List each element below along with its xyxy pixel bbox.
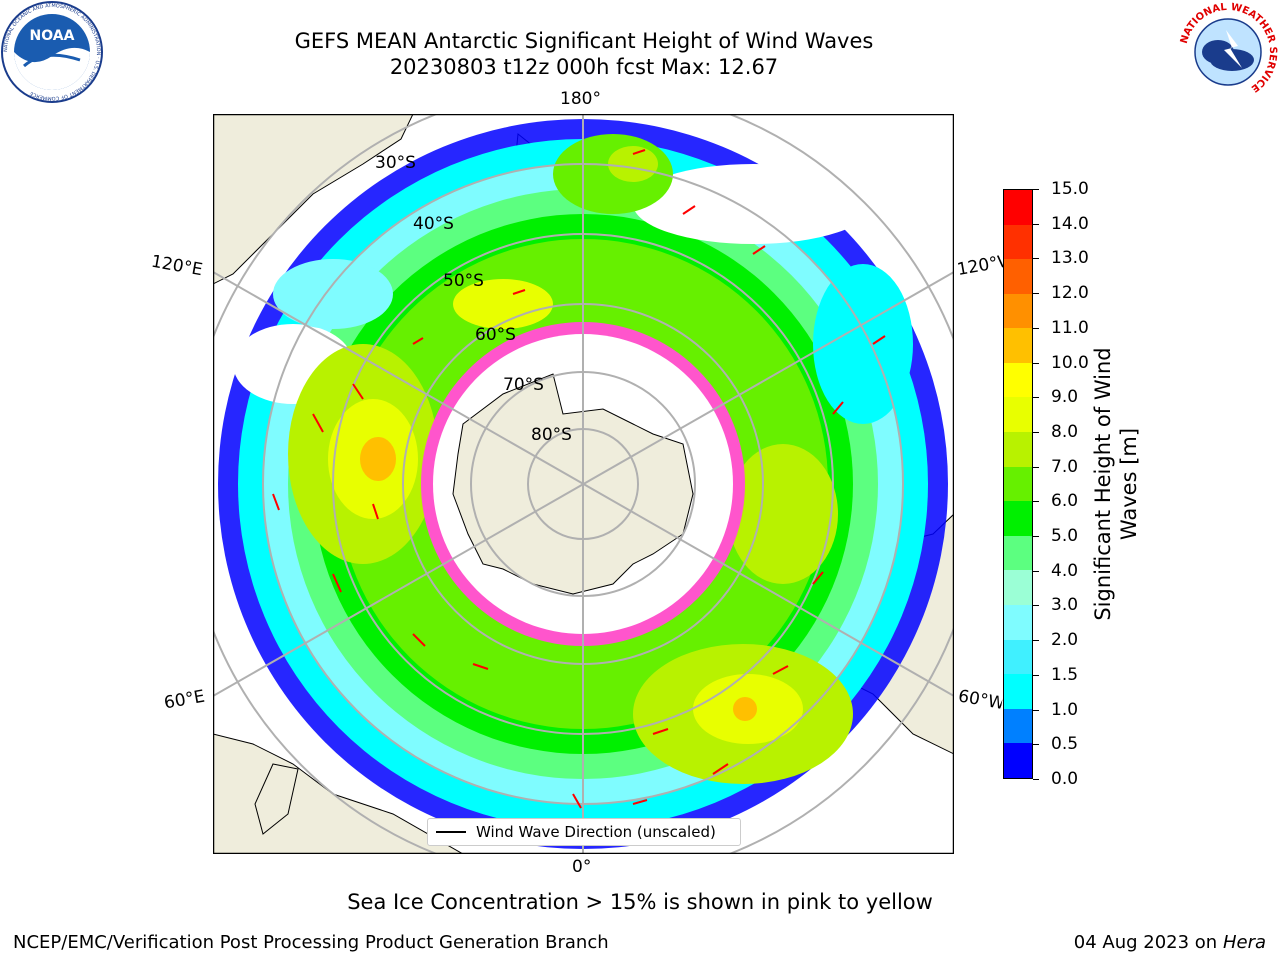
colorbar-segment xyxy=(1004,605,1032,640)
colorbar-tick-label: 5.0 xyxy=(1051,526,1079,547)
colorbar-segment xyxy=(1004,362,1032,398)
legend-label: Wind Wave Direction (unscaled) xyxy=(476,823,716,841)
colorbar-segment xyxy=(1004,224,1032,260)
colorbar-tick-label: 8.0 xyxy=(1051,421,1079,442)
colorbar-tick-label: 1.5 xyxy=(1051,664,1079,685)
colorbar-tick-mark xyxy=(1033,536,1039,538)
lon-label-120w: 120°W xyxy=(955,251,1007,281)
colorbar-segment xyxy=(1004,743,1032,778)
colorbar-tick-label: 13.0 xyxy=(1051,248,1089,269)
land-madagascar xyxy=(254,763,299,835)
colorbar-tick-label: 1.0 xyxy=(1051,699,1079,720)
colorbar-tick-mark xyxy=(1033,189,1039,190)
colorbar-segment xyxy=(1004,259,1032,294)
lon-label-120e: 120°E xyxy=(149,251,205,281)
footer-date: 04 Aug 2023 on Hera xyxy=(1074,932,1266,953)
lat-label-30s: 30°S xyxy=(375,153,416,173)
colorbar-tick-label: 11.0 xyxy=(1051,317,1089,338)
colorbar-tick-mark xyxy=(1033,466,1039,468)
colorbar-tick-mark xyxy=(1033,431,1039,433)
lon-label-0: 0° xyxy=(572,857,592,877)
legend-line-sample xyxy=(436,831,466,833)
colorbar-tick-mark xyxy=(1033,258,1039,260)
lon-label-180: 180° xyxy=(560,89,601,109)
colorbar-tick-mark xyxy=(1033,293,1039,295)
colorbar-label-line2: Waves [m] xyxy=(1117,427,1141,541)
colorbar-tick-label: 7.0 xyxy=(1051,456,1079,477)
colorbar-tick-label: 4.0 xyxy=(1051,560,1079,581)
map-title: GEFS MEAN Antarctic Significant Height o… xyxy=(294,29,874,53)
map-legend: Wind Wave Direction (unscaled) xyxy=(427,818,741,846)
colorbar-tick-mark xyxy=(1033,640,1039,642)
colorbar-segment xyxy=(1004,501,1032,536)
colorbar-label: Significant Height of Wind Waves [m] xyxy=(1090,324,1142,644)
colorbar-tick-label: 6.0 xyxy=(1051,491,1079,512)
noaa-logo-text: NOAA xyxy=(30,28,75,44)
colorbar-tick-mark xyxy=(1033,744,1039,746)
colorbar-segment xyxy=(1004,466,1032,502)
colorbar-segment xyxy=(1004,535,1032,571)
colorbar-segment xyxy=(1004,397,1032,433)
land-australia xyxy=(213,114,414,285)
colorbar-segment xyxy=(1004,328,1032,363)
colorbar-tick-label: 10.0 xyxy=(1051,352,1089,373)
map-subtitle: 20230803 t12z 000h fcst Max: 12.67 xyxy=(389,55,779,79)
colorbar-tick-mark xyxy=(1033,501,1039,503)
nws-logo: NATIONAL WEATHER SERVICE xyxy=(1178,2,1278,102)
noaa-logo: NOAA NATIONAL OCEANIC AND ATMOSPHERIC AD… xyxy=(1,1,103,103)
colorbar-tick-mark xyxy=(1033,223,1039,225)
footer-branch: NCEP/EMC/Verification Post Processing Pr… xyxy=(13,932,609,953)
colorbar-segment xyxy=(1004,293,1032,329)
colorbar-tick-label: 0.5 xyxy=(1051,734,1079,755)
lat-label-40s: 40°S xyxy=(413,214,454,234)
colorbar-tick-mark xyxy=(1033,709,1039,711)
colorbar-tick-mark xyxy=(1033,362,1039,364)
colorbar-tick-mark xyxy=(1033,397,1039,399)
colorbar-segment xyxy=(1004,708,1032,744)
colorbar-segment xyxy=(1004,432,1032,467)
footer-machine: Hera xyxy=(1222,932,1266,953)
colorbar xyxy=(1003,189,1033,779)
colorbar-tick-label: 15.0 xyxy=(1051,179,1089,199)
colorbar-segment xyxy=(1004,674,1032,709)
colorbar-tick-mark xyxy=(1033,779,1039,780)
colorbar-tick-label: 12.0 xyxy=(1051,283,1089,304)
colorbar-tick-mark xyxy=(1033,605,1039,607)
colorbar-tick-label: 3.0 xyxy=(1051,595,1079,616)
land-antarctica xyxy=(452,373,694,595)
colorbar-label-line1: Significant Height of Wind xyxy=(1091,347,1115,621)
colorbar-segment xyxy=(1004,570,1032,606)
polar-map: 30°S 40°S 50°S 60°S 70°S 80°S xyxy=(213,114,954,854)
lat-label-60s: 60°S xyxy=(475,325,516,345)
lon-label-60e: 60°E xyxy=(162,686,207,714)
sea-ice-note: Sea Ice Concentration > 15% is shown in … xyxy=(347,890,933,914)
lon-label-60w: 60°W xyxy=(956,686,1004,714)
colorbar-tick-label: 0.0 xyxy=(1051,769,1079,789)
colorbar-tick-label: 14.0 xyxy=(1051,213,1089,234)
colorbar-tick-mark xyxy=(1033,674,1039,676)
colorbar-segment xyxy=(1004,190,1032,225)
footer-date-text: 04 Aug 2023 on xyxy=(1073,932,1218,953)
colorbar-tick-mark xyxy=(1033,570,1039,572)
lat-label-50s: 50°S xyxy=(443,271,484,291)
colorbar-segment xyxy=(1004,639,1032,675)
colorbar-tick-label: 2.0 xyxy=(1051,630,1079,651)
colorbar-tick-mark xyxy=(1033,327,1039,329)
lat-label-80s: 80°S xyxy=(531,425,572,445)
colorbar-tick-label: 9.0 xyxy=(1051,387,1079,408)
lat-label-70s: 70°S xyxy=(503,375,544,395)
